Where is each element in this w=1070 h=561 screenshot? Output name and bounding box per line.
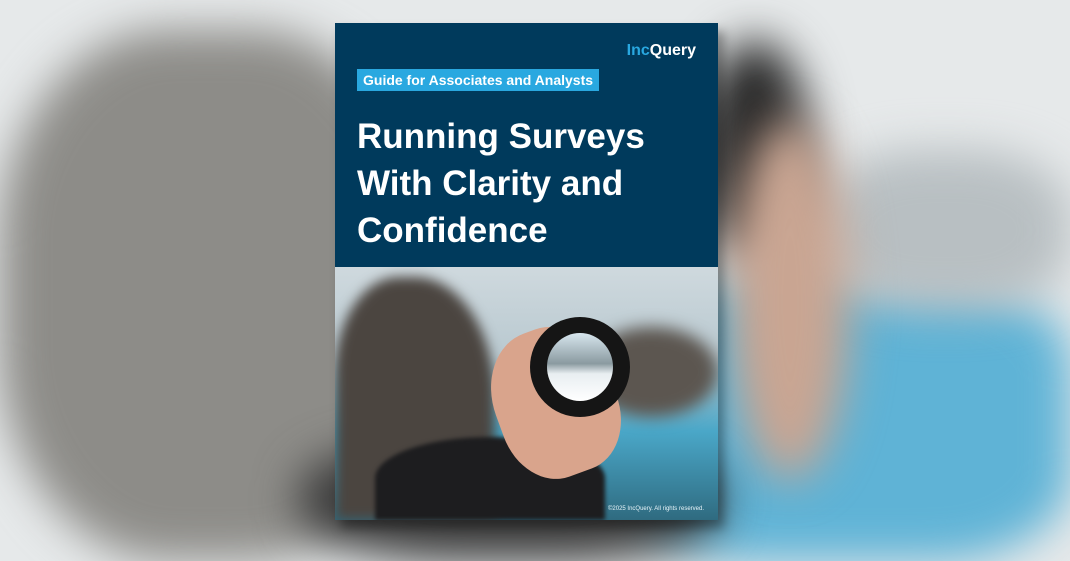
lens-view	[547, 333, 613, 401]
cover-title: Running Surveys With Clarity and Confide…	[357, 117, 645, 250]
cover-photo: ©2025 IncQuery. All rights reserved.	[335, 267, 718, 520]
cover-header: IncQuery Guide for Associates and Analys…	[335, 23, 718, 267]
guide-cover: IncQuery Guide for Associates and Analys…	[335, 23, 718, 520]
copyright: ©2025 IncQuery. All rights reserved.	[607, 506, 704, 512]
incquery-logo: IncQuery	[626, 42, 696, 59]
audience-tag: Guide for Associates and Analysts	[357, 69, 600, 91]
